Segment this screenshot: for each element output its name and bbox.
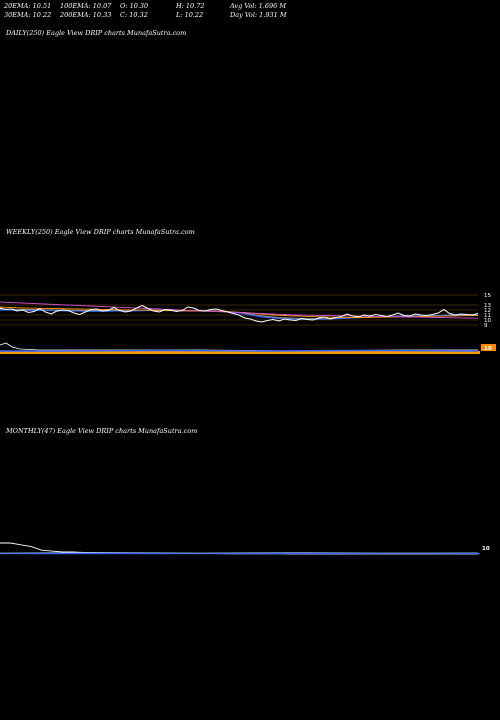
monthly-volume-line [0, 552, 479, 554]
daily-panel-label: DAILY(250) Eagle View DRIP charts Munafa… [6, 29, 187, 37]
monthly-badge-text: 10 [482, 546, 490, 552]
weekly-series-line-0 [0, 304, 479, 323]
y-tick-label: 10 [484, 318, 491, 324]
monthly-volume-bar [0, 553, 480, 555]
y-tick-label: 11 [484, 313, 491, 319]
ema100-stat: 100EMA: 10.07 [60, 2, 112, 10]
close-stat: C: 10.32 [120, 11, 148, 19]
monthly-value-badge: 10 [482, 546, 490, 552]
weekly-panel-label: WEEKLY(250) Eagle View DRIP charts Munaf… [6, 228, 195, 236]
weekly-value-badge: 10 [481, 344, 496, 352]
low-stat: L: 10.22 [176, 11, 204, 19]
high-stat: H: 10.72 [176, 2, 205, 10]
weekly-badge-text: 10 [484, 346, 492, 352]
weekly-volume-bar [0, 351, 480, 354]
ema30-stat: 30EMA: 10.22 [4, 11, 52, 19]
weekly-badge-bg [481, 344, 496, 351]
y-tick-label: 9 [484, 323, 488, 329]
y-tick-label: 15 [484, 293, 491, 299]
monthly-panel-label: MONTHLY(47) Eagle View DRIP charts Munaf… [6, 427, 198, 435]
dayvol-stat: Day Vol: 1.931 M [230, 11, 287, 19]
avgvol-stat: Avg Vol: 1.696 M [230, 2, 287, 10]
weekly-volume-panel [0, 342, 480, 354]
weekly-volume-line-white [0, 342, 478, 352]
y-tick-label: 12 [484, 308, 491, 314]
open-stat: O: 10.30 [120, 2, 149, 10]
y-tick-label: 13 [484, 303, 491, 309]
ema200-stat: 200EMA: 10.33 [60, 11, 112, 19]
ema20-stat: 20EMA: 10.51 [4, 2, 52, 10]
weekly-series-line-1 [0, 301, 479, 319]
weekly-series-line-3 [0, 309, 478, 320]
weekly-series [0, 301, 479, 323]
weekly-volume-line-blue [0, 349, 479, 352]
monthly-volume-panel [0, 552, 480, 555]
